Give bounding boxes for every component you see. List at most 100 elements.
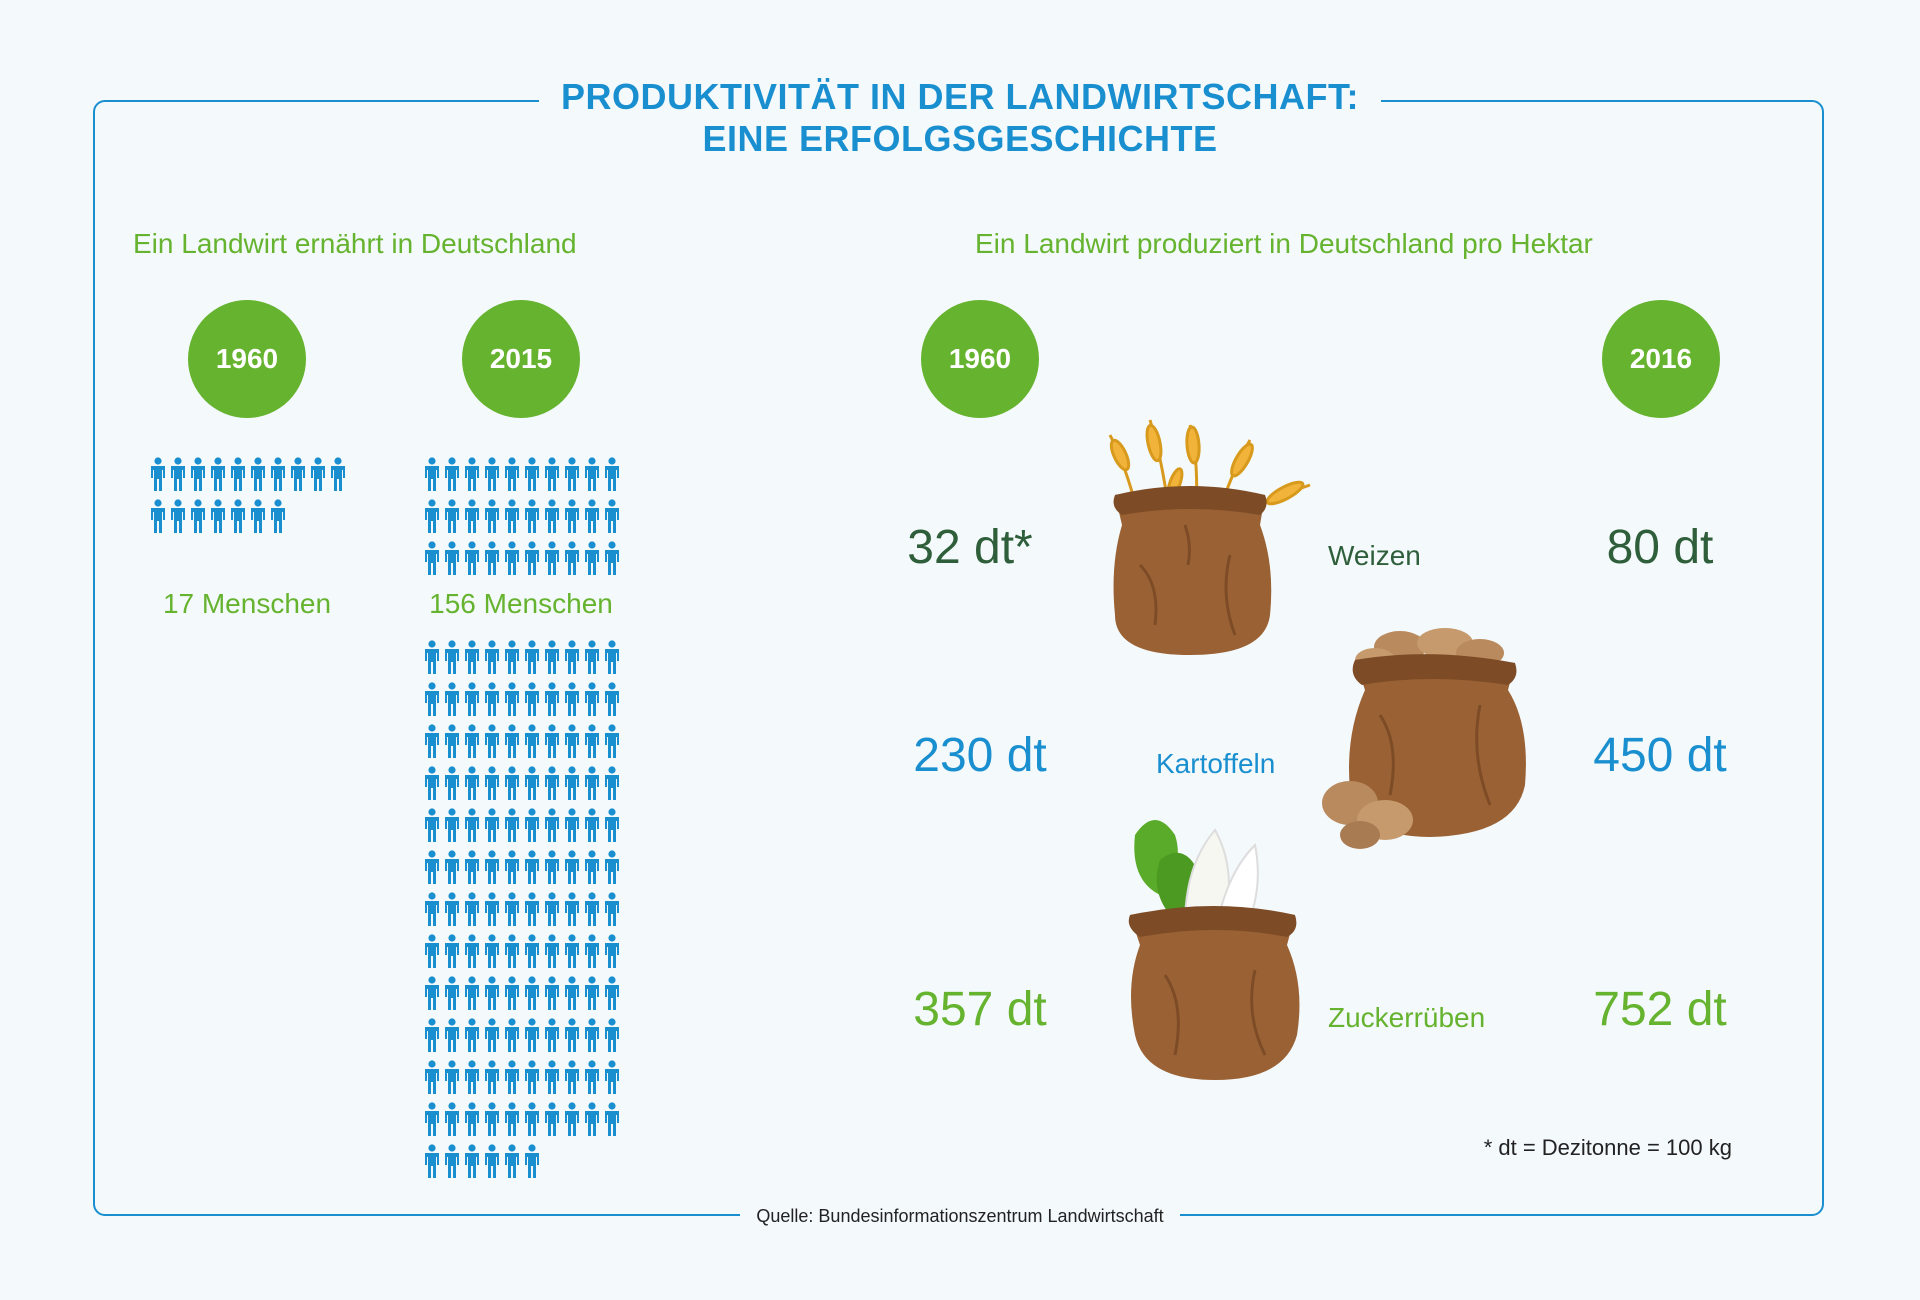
person-icon [191, 457, 205, 491]
person-icon [271, 499, 285, 533]
person-icon [425, 934, 439, 968]
person-icon [565, 934, 579, 968]
person-icon [171, 457, 185, 491]
person-icon [505, 1102, 519, 1136]
person-icon [565, 499, 579, 533]
person-icon [425, 640, 439, 674]
person-icon [465, 682, 479, 716]
person-icon [585, 1060, 599, 1094]
person-icon [585, 892, 599, 926]
person-icon [211, 457, 225, 491]
person-icon [271, 457, 285, 491]
person-icon [545, 724, 559, 758]
person-icon [605, 1102, 619, 1136]
person-icon [545, 766, 559, 800]
potato-sack-icon [1322, 628, 1526, 849]
person-icon [505, 808, 519, 842]
person-icon [465, 1102, 479, 1136]
source-text: Quelle: Bundesinformationszentrum Landwi… [740, 1206, 1180, 1227]
person-icon [565, 724, 579, 758]
person-icon [485, 682, 499, 716]
person-icon [425, 850, 439, 884]
person-icon [505, 1144, 519, 1178]
person-icon [485, 499, 499, 533]
person-icon [605, 850, 619, 884]
wheat-sack-icon [1108, 419, 1311, 655]
person-icon [231, 499, 245, 533]
person-icon [585, 499, 599, 533]
person-icon [445, 499, 459, 533]
person-icon [545, 499, 559, 533]
person-icon [525, 457, 539, 491]
person-icon [525, 808, 539, 842]
person-icon [565, 640, 579, 674]
year-badge-1960-left: 1960 [188, 300, 306, 418]
person-icon [445, 1018, 459, 1052]
person-icon [425, 1018, 439, 1052]
person-icon [525, 499, 539, 533]
person-icon [525, 1018, 539, 1052]
source-block: Quelle: Bundesinformationszentrum Landwi… [0, 1206, 1920, 1227]
people-label-1960: 17 Menschen [162, 588, 332, 619]
person-icon [251, 499, 265, 533]
person-icon [565, 457, 579, 491]
person-icon [231, 457, 245, 491]
person-icon [525, 850, 539, 884]
person-icon [505, 1018, 519, 1052]
person-icon [525, 640, 539, 674]
person-icon [525, 541, 539, 575]
value-kartoffeln-1960: 230 dt [913, 729, 1047, 782]
person-icon [465, 541, 479, 575]
person-icon [585, 808, 599, 842]
person-icon [505, 850, 519, 884]
person-icon [605, 934, 619, 968]
person-icon [465, 808, 479, 842]
person-icon [485, 457, 499, 491]
person-icon [545, 934, 559, 968]
person-icon [425, 976, 439, 1010]
person-icon [585, 457, 599, 491]
person-icon [445, 850, 459, 884]
person-icon [425, 1060, 439, 1094]
crop-label-kartoffeln: Kartoffeln [1156, 748, 1276, 779]
person-icon [585, 934, 599, 968]
person-icon [585, 640, 599, 674]
title-block: PRODUKTIVITÄT IN DER LANDWIRTSCHAFT: EIN… [0, 76, 1920, 160]
person-icon [545, 640, 559, 674]
person-icon [331, 457, 345, 491]
person-icon [171, 499, 185, 533]
person-icon [445, 682, 459, 716]
person-icon [445, 1144, 459, 1178]
right-subtitle: Ein Landwirt produziert in Deutschland p… [975, 228, 1593, 259]
person-icon [485, 976, 499, 1010]
person-icon [425, 1102, 439, 1136]
person-icon [445, 541, 459, 575]
person-icon [605, 640, 619, 674]
person-icon [465, 1144, 479, 1178]
person-icon [505, 766, 519, 800]
person-icon [445, 976, 459, 1010]
person-icon [445, 808, 459, 842]
people-grid-2015-bottom [422, 640, 622, 1179]
person-icon [565, 1102, 579, 1136]
person-icon [565, 541, 579, 575]
person-icon [545, 892, 559, 926]
person-icon [525, 1060, 539, 1094]
person-icon [565, 850, 579, 884]
person-icon [545, 1060, 559, 1094]
person-icon [311, 457, 325, 491]
person-icon [445, 724, 459, 758]
person-icon [485, 1060, 499, 1094]
person-icon [465, 976, 479, 1010]
person-icon [485, 934, 499, 968]
person-icon [565, 1018, 579, 1052]
person-icon [505, 934, 519, 968]
person-icon [545, 808, 559, 842]
person-icon [605, 892, 619, 926]
person-icon [445, 934, 459, 968]
year-badge-2016: 2016 [1602, 300, 1720, 418]
person-icon [425, 457, 439, 491]
person-icon [485, 1018, 499, 1052]
person-icon [191, 499, 205, 533]
person-icon [505, 976, 519, 1010]
